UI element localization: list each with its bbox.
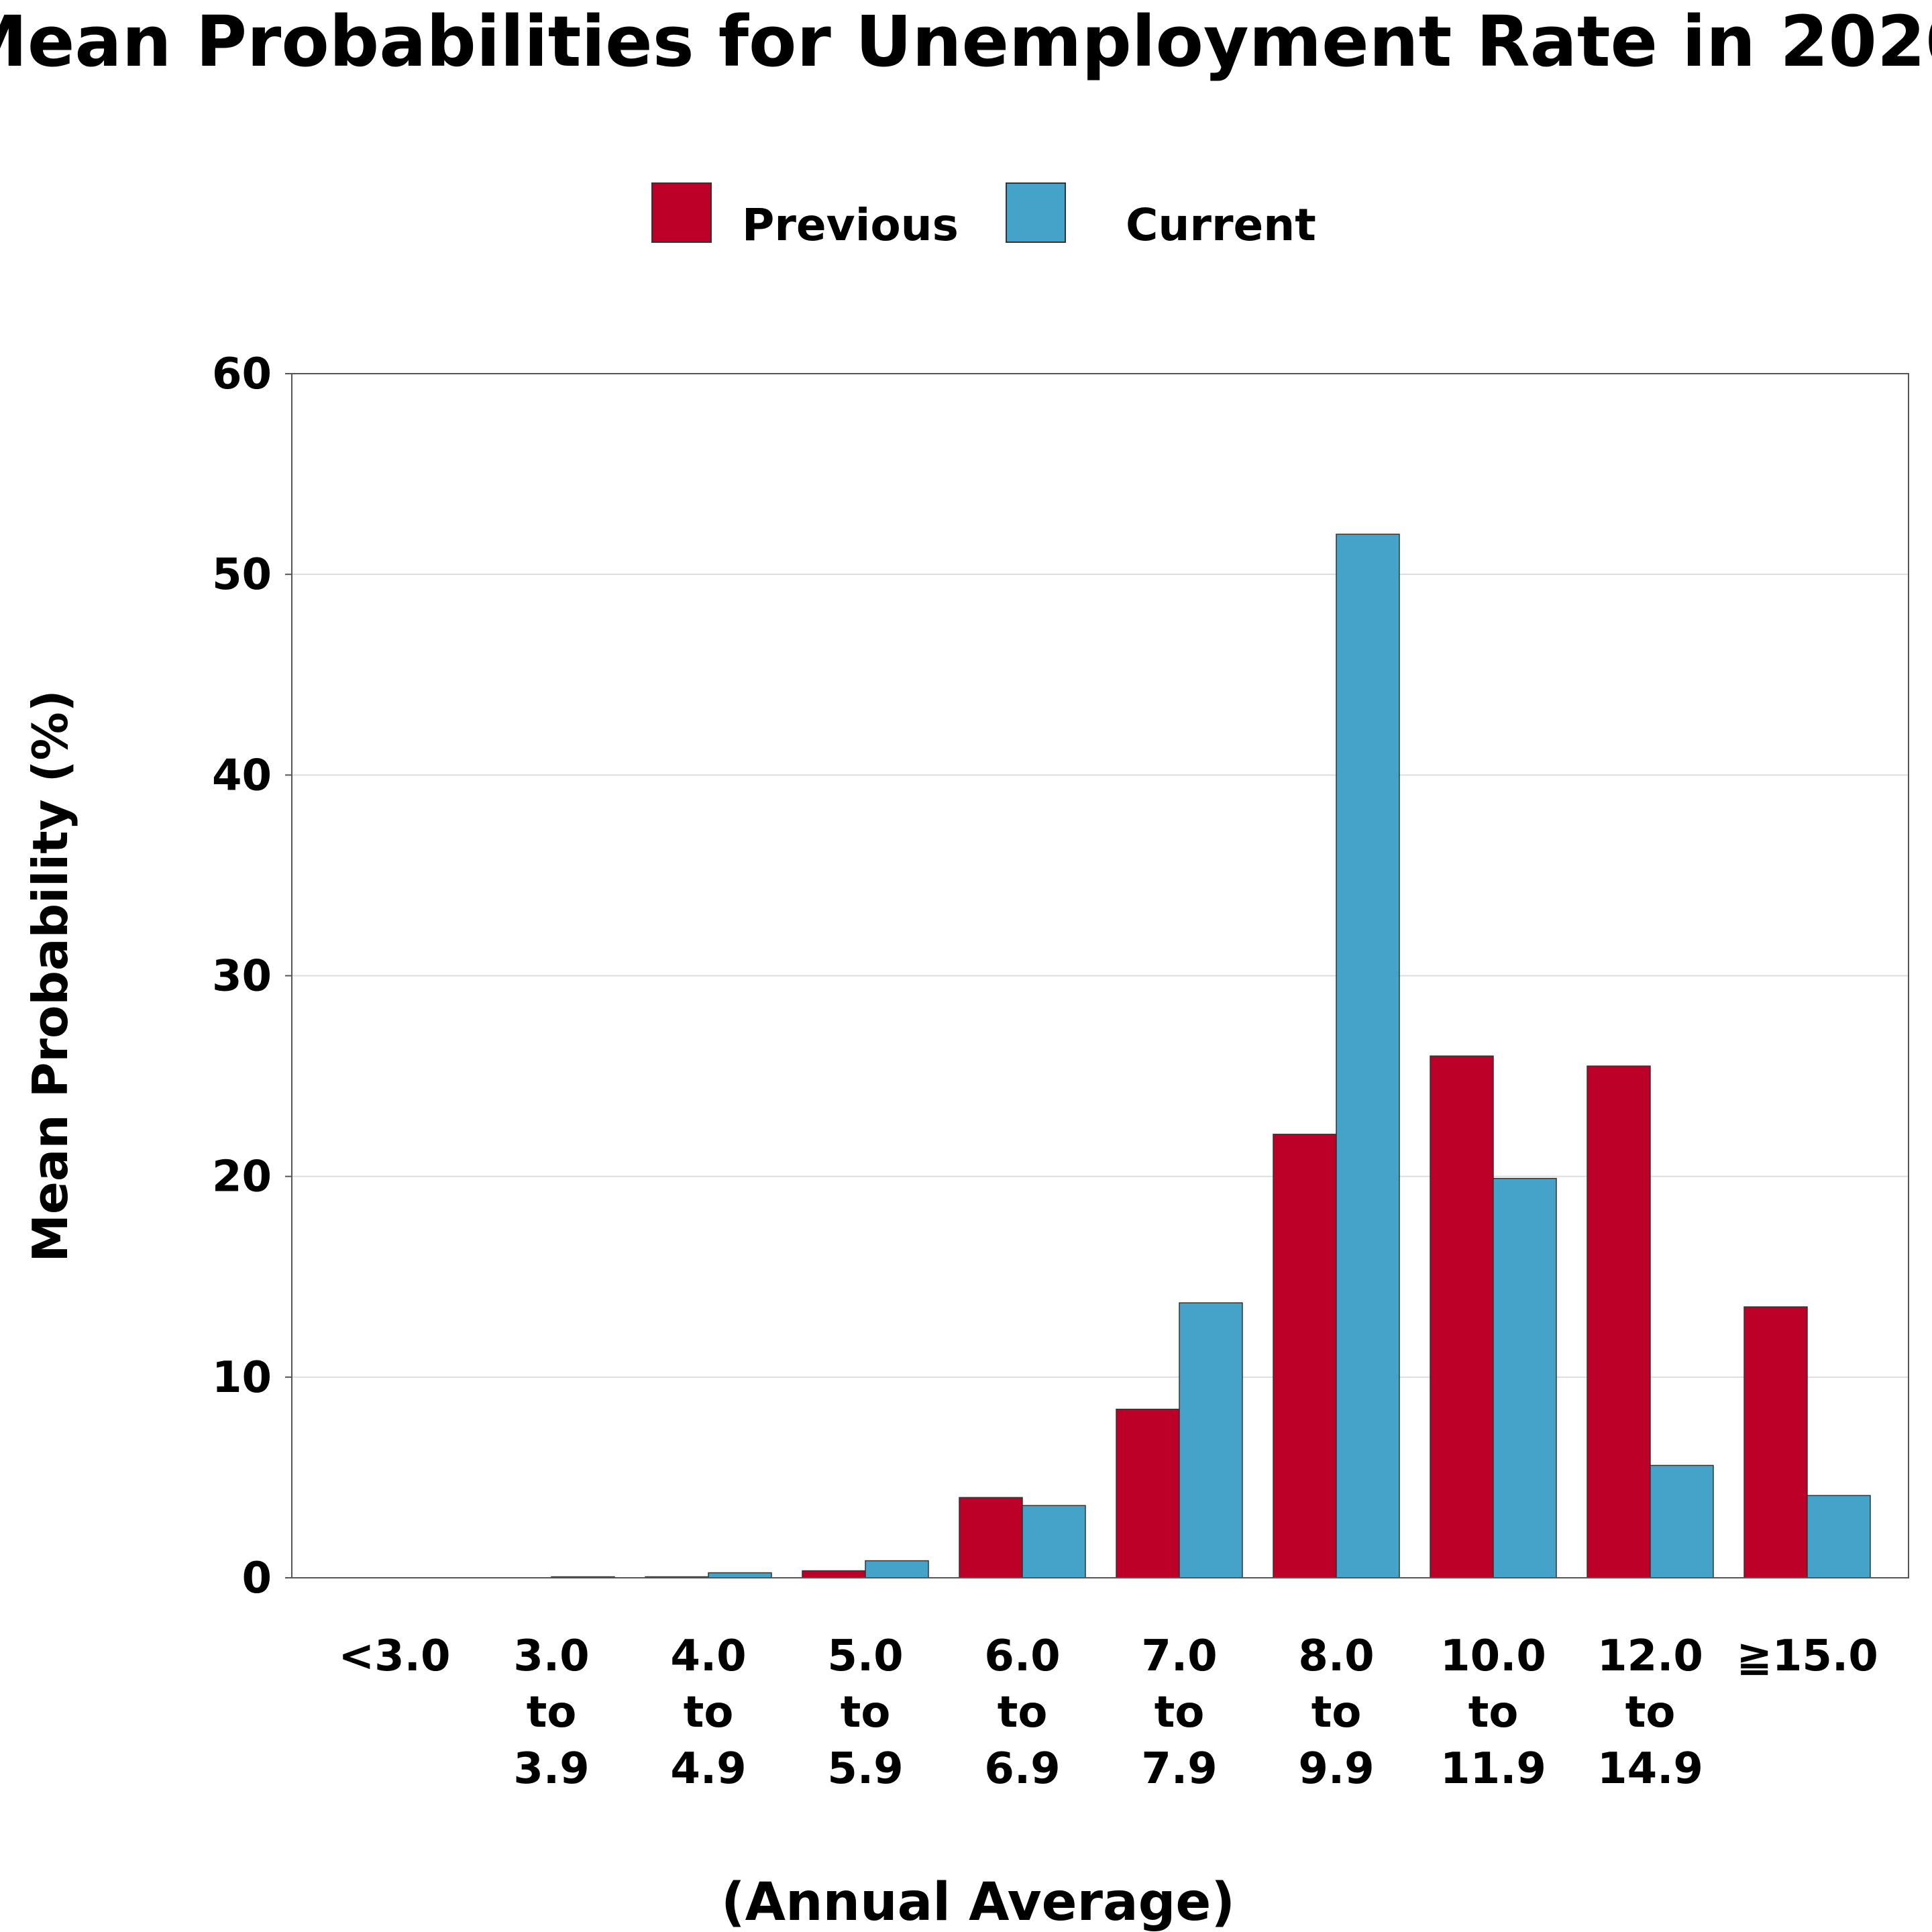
y-axis: 0 10 20 30 40 50 60 bbox=[212, 350, 292, 1603]
y-tick-label: 20 bbox=[212, 1152, 272, 1202]
bar-current-7 bbox=[1493, 1177, 1557, 1578]
bar-previous-9 bbox=[1743, 1306, 1808, 1578]
bar-current-5 bbox=[1179, 1302, 1243, 1578]
bar-current-8 bbox=[1650, 1464, 1714, 1578]
y-tick-label: 30 bbox=[212, 952, 272, 1002]
bar-current-2 bbox=[708, 1572, 772, 1578]
x-tick-label: 8.0 to 9.9 bbox=[1298, 1631, 1374, 1794]
x-axis-title: (Annual Average) bbox=[721, 1872, 1235, 1932]
y-axis-title: Mean Probability (%) bbox=[22, 690, 78, 1262]
bar-previous-4 bbox=[959, 1497, 1023, 1578]
y-tick-label: 60 bbox=[212, 350, 272, 399]
chart-title: Mean Probabilities for Unemployment Rate… bbox=[0, 1, 1932, 83]
bar-current-9 bbox=[1807, 1495, 1871, 1578]
x-tick-label: <3.0 bbox=[339, 1631, 451, 1681]
legend-label-previous: Previous bbox=[742, 199, 959, 251]
legend-swatch-previous bbox=[651, 182, 712, 243]
bar-previous-7 bbox=[1430, 1055, 1494, 1578]
bars bbox=[551, 533, 1871, 1578]
x-tick-label: 6.0 to 6.9 bbox=[984, 1631, 1060, 1794]
y-tick-label: 0 bbox=[241, 1554, 272, 1603]
bar-previous-5 bbox=[1116, 1408, 1180, 1578]
legend-label-current: Current bbox=[1126, 199, 1316, 251]
x-axis: <3.0 3.0 to 3.9 4.0 to 4.9 5.0 to 5.9 6.0 to 6.9 7.0 t… bbox=[339, 1631, 1878, 1794]
bar-previous-6 bbox=[1273, 1134, 1337, 1578]
y-tick-label: 40 bbox=[212, 751, 272, 800]
x-tick-label: 10.0 to 11.9 bbox=[1440, 1631, 1546, 1794]
y-tick-label: 50 bbox=[212, 550, 272, 600]
bar-previous-3 bbox=[802, 1570, 866, 1578]
x-tick-label: 5.0 to 5.9 bbox=[827, 1631, 903, 1794]
bar-previous-8 bbox=[1587, 1065, 1651, 1578]
x-tick-label: 3.0 to 3.9 bbox=[513, 1631, 589, 1794]
y-tick-label: 10 bbox=[212, 1353, 272, 1403]
bar-current-6 bbox=[1336, 533, 1400, 1578]
x-tick-label: 7.0 to 7.9 bbox=[1141, 1631, 1217, 1794]
bar-current-3 bbox=[865, 1560, 929, 1578]
gridlines bbox=[292, 574, 1909, 1378]
bar-current-4 bbox=[1022, 1505, 1086, 1578]
legend: Previous Current bbox=[651, 182, 1316, 251]
x-tick-label: 4.0 to 4.9 bbox=[670, 1631, 746, 1794]
x-tick-label: ≧15.0 bbox=[1736, 1631, 1878, 1681]
x-tick-label: 12.0 to 14.9 bbox=[1597, 1631, 1703, 1794]
legend-swatch-current bbox=[1006, 182, 1066, 243]
